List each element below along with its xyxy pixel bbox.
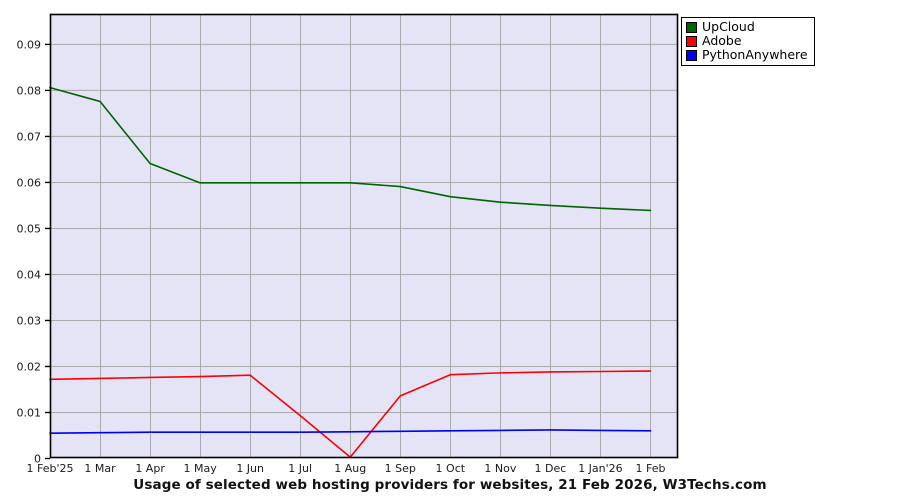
legend-label: Adobe (702, 33, 742, 48)
x-axis-tick-label: 1 Apr (135, 462, 165, 475)
y-axis-tick-label: 0.03 (17, 314, 42, 327)
chart-caption: Usage of selected web hosting providers … (133, 477, 767, 493)
y-axis-tick-label: 0.01 (17, 406, 42, 419)
plot-background (50, 14, 678, 458)
y-axis-tick-label: 0.08 (17, 84, 42, 97)
legend-item-adobe[interactable]: Adobe (686, 34, 808, 48)
x-axis-tick-label: 1 Mar (84, 462, 116, 475)
y-axis-tick-label: 0.04 (17, 268, 42, 281)
plot-frame (49, 13, 679, 459)
legend-label: PythonAnywhere (702, 47, 808, 62)
legend-swatch-icon (686, 35, 697, 47)
x-axis-tick-label: 1 Sep (385, 462, 416, 475)
y-axis-tick-label: 0.05 (17, 222, 42, 235)
x-axis-tick-label: 1 Feb (635, 462, 665, 475)
chart-legend: UpCloud Adobe PythonAnywhere (681, 17, 815, 66)
y-axis-tick-label: 0.09 (17, 38, 42, 51)
x-axis-tick-label: 1 Feb'25 (27, 462, 74, 475)
legend-label: UpCloud (702, 19, 755, 34)
x-axis-tick-label: 1 Aug (334, 462, 366, 475)
legend-swatch-icon (686, 21, 697, 33)
x-axis-tick-label: 1 Jun (236, 462, 264, 475)
series-line-pythonanywhere (49, 429, 652, 434)
legend-item-pythonanywhere[interactable]: PythonAnywhere (686, 48, 808, 62)
y-axis-tick-label: 0.06 (17, 176, 42, 189)
legend-swatch-icon (686, 49, 697, 61)
y-axis-tick-label: 0 (34, 453, 41, 466)
x-axis-tick-label: 1 Jan'26 (578, 462, 622, 475)
x-axis-tick-label: 1 May (183, 462, 217, 475)
x-axis-tick-label: 1 Dec (535, 462, 567, 475)
series-line-upcloud (49, 86, 652, 212)
x-axis-tick-label: 1 Oct (436, 462, 466, 475)
legend-item-upcloud[interactable]: UpCloud (686, 20, 808, 34)
y-axis-tick-label: 0.07 (17, 130, 42, 143)
x-axis-tick-label: 1 Jul (288, 462, 312, 475)
x-axis-tick-label: 1 Nov (484, 462, 516, 475)
y-axis-tick-label: 0.02 (17, 360, 42, 373)
